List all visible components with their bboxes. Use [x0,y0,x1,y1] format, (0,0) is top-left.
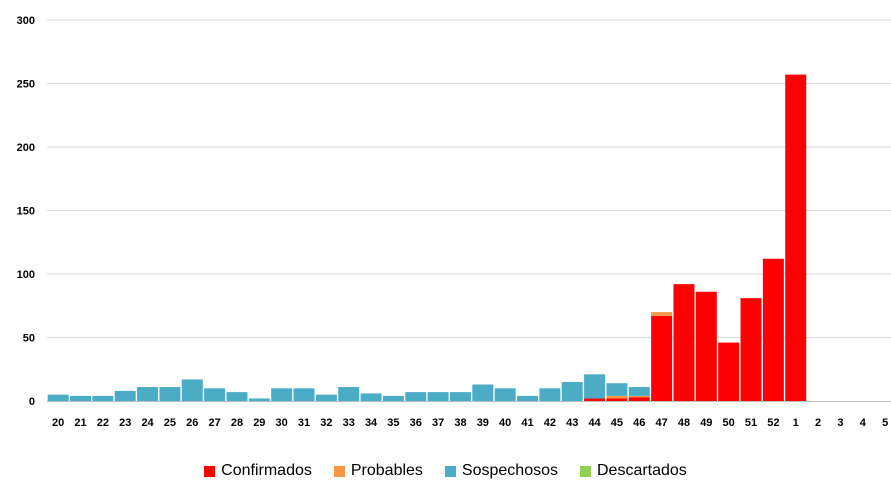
x-tick-label: 51 [745,417,757,429]
bar-confirmados-50 [718,342,740,401]
x-tick-label: 30 [276,417,288,429]
x-tick-label: 38 [454,417,466,429]
legend: Confirmados Probables Sospechosos Descartad… [0,462,891,480]
bar-sospechosos-42 [539,388,561,401]
legend-item-descartados: Descartados [579,462,687,480]
bar-sospechosos-26 [181,379,203,401]
x-tick-label: 29 [253,417,265,429]
y-tick-label: 100 [17,269,35,281]
x-tick-label: 24 [141,417,154,429]
x-tick-label: 52 [767,417,779,429]
x-tick-label: 27 [209,417,221,429]
x-tick-label: 40 [499,417,511,429]
x-tick-label: 33 [343,417,355,429]
x-tick-label: 31 [298,417,310,429]
x-tick-label: 45 [611,417,623,429]
bar-confirmados-51 [740,298,762,401]
bar-sospechosos-23 [114,390,136,401]
bar-sospechosos-22 [92,395,114,401]
bar-confirmados-1 [785,74,807,402]
x-tick-label: 47 [656,417,668,429]
bar-sospechosos-38 [449,392,471,401]
x-tick-label: 41 [521,417,533,429]
bar-sospechosos-30 [271,388,293,401]
x-tick-label: 37 [432,417,444,429]
bar-sospechosos-46 [628,387,650,396]
x-tick-label: 44 [588,417,601,429]
bar-confirmados-46 [628,397,650,401]
bar-probables-47 [651,312,673,316]
x-tick-label: 36 [410,417,422,429]
bar-sospechosos-45 [606,383,628,396]
x-tick-label: 2 [815,417,821,429]
x-tick-label: 21 [74,417,86,429]
legend-label: Sospechosos [461,462,558,479]
bar-confirmados-48 [673,284,695,401]
bar-confirmados-47 [651,315,673,401]
bar-sospechosos-33 [338,387,360,401]
bar-sospechosos-20 [47,394,69,401]
legend-item-probables: Probables [333,462,423,480]
bar-sospechosos-35 [382,395,404,401]
bar-sospechosos-40 [494,388,516,401]
x-tick-label: 20 [52,417,64,429]
y-tick-label: 200 [17,142,35,154]
legend-label: Probables [350,462,423,479]
bar-sospechosos-43 [561,381,583,401]
bar-sospechosos-25 [159,387,181,401]
x-tick-label: 23 [119,417,131,429]
y-tick-label: 250 [17,79,35,91]
y-tick-label: 300 [17,15,35,27]
y-tick-label: 150 [17,206,35,218]
x-tick-label: 25 [164,417,176,429]
legend-swatch [333,465,345,477]
x-tick-label: 4 [860,417,867,429]
bar-sospechosos-32 [315,394,337,401]
x-tick-label: 22 [97,417,109,429]
x-tick-label: 39 [477,417,489,429]
legend-label: Descartados [596,462,687,479]
legend-label: Confirmados [221,462,312,479]
x-tick-label: 5 [882,417,888,429]
bar-probables-46 [628,395,650,398]
x-tick-label: 1 [793,417,799,429]
y-tick-label: 50 [23,333,35,345]
legend-swatch [579,465,591,477]
x-tick-label: 3 [837,417,843,429]
x-tick-label: 46 [633,417,645,429]
bar-confirmados-52 [762,258,784,401]
bar-probables-45 [606,395,628,399]
x-tick-label: 49 [700,417,712,429]
bar-confirmados-45 [606,398,628,401]
x-tick-label: 43 [566,417,578,429]
bar-sospechosos-29 [248,398,270,401]
y-tick-label: 0 [29,396,35,408]
x-tick-label: 34 [365,417,378,429]
bar-sospechosos-36 [405,392,427,401]
bar-sospechosos-34 [360,393,382,401]
bar-sospechosos-37 [427,392,449,401]
legend-swatch [444,465,456,477]
x-tick-label: 50 [723,417,735,429]
bar-sospechosos-44 [584,374,606,399]
bar-sospechosos-39 [472,384,494,401]
x-tick-label: 35 [387,417,399,429]
bar-confirmados-49 [695,291,717,401]
bar-sospechosos-28 [226,392,248,401]
x-tick-label: 28 [231,417,243,429]
bar-sospechosos-31 [293,388,315,401]
legend-item-sospechosos: Sospechosos [444,462,558,480]
x-tick-label: 26 [186,417,198,429]
legend-item-confirmados: Confirmados [204,462,312,480]
bar-confirmados-44 [584,398,606,401]
x-tick-label: 42 [544,417,556,429]
bar-sospechosos-27 [204,388,226,401]
x-tick-label: 32 [320,417,332,429]
x-tick-label: 48 [678,417,690,429]
bar-sospechosos-41 [517,395,539,401]
bar-sospechosos-24 [137,387,159,401]
bar-sospechosos-21 [70,395,92,401]
legend-swatch [204,465,216,477]
